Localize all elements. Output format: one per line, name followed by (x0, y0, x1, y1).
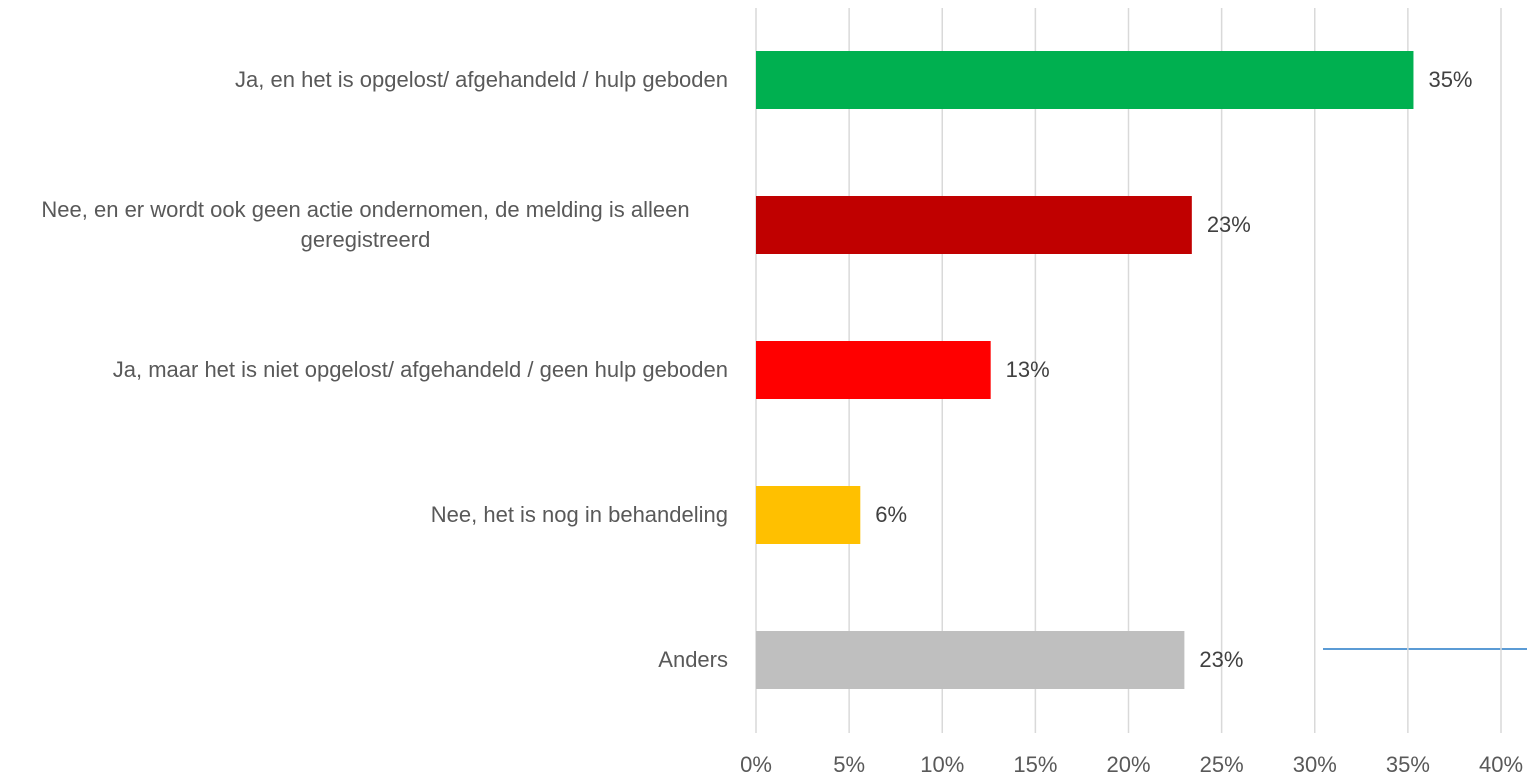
bar (756, 51, 1414, 109)
value-label: 13% (1005, 357, 1050, 382)
x-tick-label: 20% (1106, 752, 1151, 777)
bar (756, 341, 991, 399)
bar (756, 631, 1185, 689)
x-tick-label: 35% (1385, 752, 1430, 777)
value-label: 35% (1428, 67, 1473, 92)
x-tick-label: 30% (1292, 752, 1337, 777)
category-label: Nee, en er wordt ook geen actie ondernom… (41, 197, 690, 252)
category-label: Anders (658, 647, 728, 672)
value-label: 23% (1206, 212, 1251, 237)
x-tick-label: 15% (1013, 752, 1058, 777)
bar (756, 196, 1192, 254)
x-tick-label: 5% (833, 752, 866, 777)
x-tick-label: 0% (740, 752, 772, 777)
bar (756, 486, 861, 544)
x-tick-label: 10% (920, 752, 965, 777)
category-label: Ja, maar het is niet opgelost/ afgehande… (112, 357, 728, 382)
x-tick-label: 40% (1478, 752, 1524, 777)
category-label: Ja, en het is opgelost/ afgehandeld / hu… (235, 67, 728, 92)
category-label: Nee, het is nog in behandeling (430, 502, 728, 527)
x-tick-label: 25% (1199, 752, 1244, 777)
value-label: 6% (875, 502, 908, 527)
value-label: 23% (1199, 647, 1244, 672)
